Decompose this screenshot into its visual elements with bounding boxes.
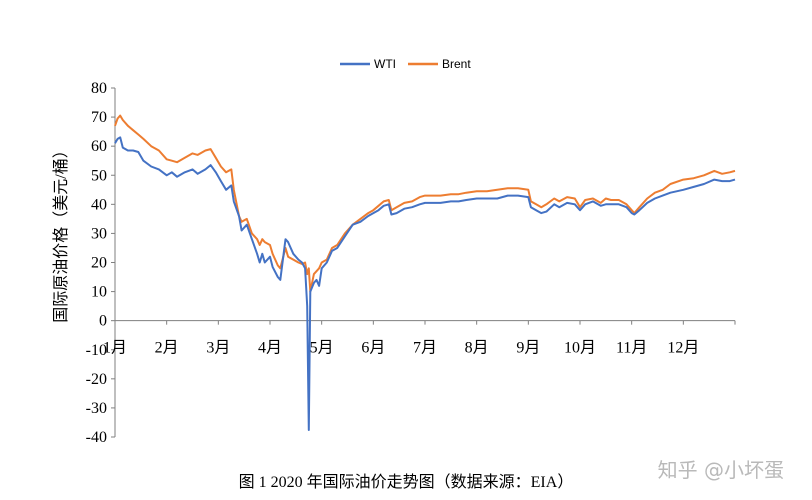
y-tick-label: 50 bbox=[91, 167, 107, 184]
x-tick-label: 2月 bbox=[155, 340, 179, 357]
y-tick-label: -10 bbox=[86, 342, 107, 359]
y-tick-label: 20 bbox=[91, 255, 107, 272]
x-tick-label: 8月 bbox=[465, 340, 489, 357]
x-tick-label: 7月 bbox=[413, 340, 437, 357]
series-lines bbox=[114, 114, 736, 431]
watermark: 知乎 @小坏蛋 bbox=[657, 458, 784, 482]
x-tick-label: 1月 bbox=[103, 340, 127, 357]
x-tick-label: 5月 bbox=[310, 340, 334, 357]
y-tick-label: 30 bbox=[91, 225, 107, 242]
x-tick-label: 11月 bbox=[616, 340, 647, 357]
legend-label-brent: Brent bbox=[442, 57, 471, 71]
x-tick-label: 12月 bbox=[667, 340, 699, 357]
y-tick-label: 70 bbox=[91, 109, 107, 126]
y-tick-label: 60 bbox=[91, 138, 107, 155]
y-tick-label: -30 bbox=[86, 400, 107, 417]
x-tick-label: 10月 bbox=[564, 340, 596, 357]
chart-caption: 图 1 2020 年国际油价走势图（数据来源：EIA） bbox=[238, 474, 574, 491]
y-axis-ticks: 80 70 60 50 40 30 20 10 0 -10 -20 -30 -40 bbox=[86, 80, 115, 446]
x-tick-label: 9月 bbox=[516, 340, 540, 357]
y-tick-label: 10 bbox=[91, 284, 107, 301]
x-tick-label: 4月 bbox=[258, 340, 282, 357]
series-line-brent bbox=[114, 114, 736, 293]
y-axis-label: 国际原油价格（美元/桶） bbox=[52, 142, 70, 322]
legend: WTI Brent bbox=[340, 57, 471, 71]
x-axis-ticks: 1月 2月 3月 4月 5月 6月 7月 8月 9月 10月 11月 12月 bbox=[103, 320, 736, 357]
series-line-wti bbox=[114, 136, 736, 431]
legend-label-wti: WTI bbox=[374, 57, 396, 71]
y-tick-label: 40 bbox=[91, 196, 107, 213]
y-tick-label: 80 bbox=[91, 80, 107, 97]
y-tick-label: -40 bbox=[86, 429, 107, 446]
y-tick-label: 0 bbox=[99, 313, 107, 330]
x-tick-label: 6月 bbox=[361, 340, 385, 357]
y-axis-title: 国际原油价格（美元/桶） bbox=[52, 142, 70, 322]
x-tick-label: 3月 bbox=[206, 340, 230, 357]
y-tick-label: -20 bbox=[86, 371, 107, 388]
